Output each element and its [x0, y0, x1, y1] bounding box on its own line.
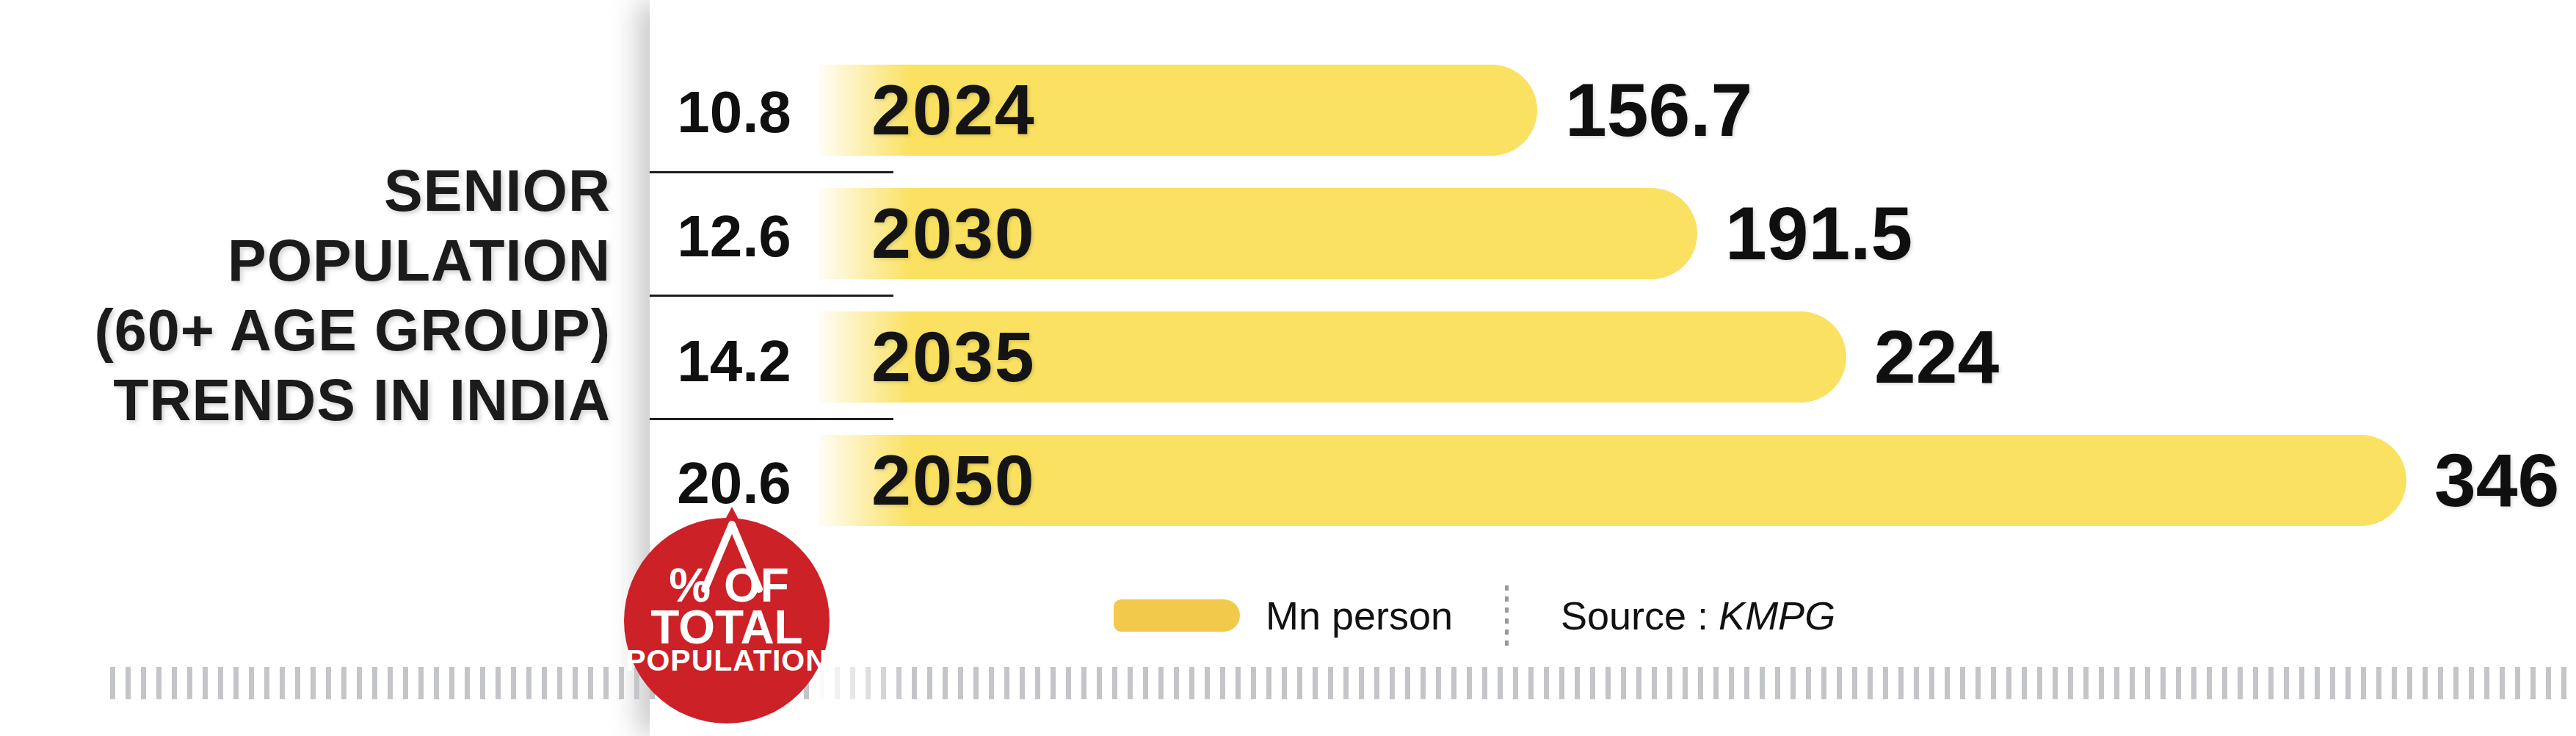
percent-label: 14.2 [650, 316, 819, 407]
source-value: KMPG [1719, 594, 1835, 638]
bar-2030: 2030 [819, 188, 1697, 279]
bar-value-label: 156.7 [1565, 68, 1752, 154]
legend-label: Mn person [1266, 594, 1453, 638]
chart-title: SENIOR POPULATION (60+ AGE GROUP) TRENDS… [88, 156, 611, 435]
percent-of-total-badge: % OF TOTAL POPULATION [609, 491, 852, 736]
source-label: Source : [1561, 594, 1708, 638]
bar-row: 2024 156.7 [819, 65, 1752, 156]
row-separator-line [650, 171, 893, 173]
bar-value-label: 191.5 [1725, 191, 1912, 277]
bar-row: 2035 224 [819, 311, 1999, 403]
bar-year-label: 2035 [819, 316, 1036, 398]
infographic-canvas: SENIOR POPULATION (60+ AGE GROUP) TRENDS… [0, 0, 2576, 736]
bar-2050: 2050 [819, 435, 2406, 526]
row-separator-line [650, 295, 893, 297]
row-separator-line [650, 418, 893, 420]
bar-year-label: 2030 [819, 192, 1036, 275]
bar-2024: 2024 [819, 65, 1537, 156]
legend-divider [1505, 585, 1509, 647]
legend-swatch [1114, 599, 1240, 632]
badge-text-line3: POPULATION [625, 643, 828, 677]
bar-row: 2050 346 [819, 435, 2559, 526]
tick-strip [110, 667, 2576, 699]
chart-title-line: SENIOR [88, 156, 611, 226]
source-note: Source :KMPG [1561, 594, 1835, 638]
bar-value-label: 346 [2434, 438, 2559, 524]
chart-title-line: TRENDS IN INDIA [88, 365, 611, 435]
bar-row: 2030 191.5 [819, 188, 1912, 279]
percent-label: 12.6 [650, 191, 819, 282]
bar-value-label: 224 [1874, 314, 1999, 400]
chart-title-line: POPULATION [88, 226, 611, 295]
chart-title-line: (60+ AGE GROUP) [88, 295, 611, 365]
bar-year-label: 2024 [819, 69, 1036, 151]
percent-label: 10.8 [650, 67, 819, 158]
bar-2035: 2035 [819, 311, 1846, 403]
